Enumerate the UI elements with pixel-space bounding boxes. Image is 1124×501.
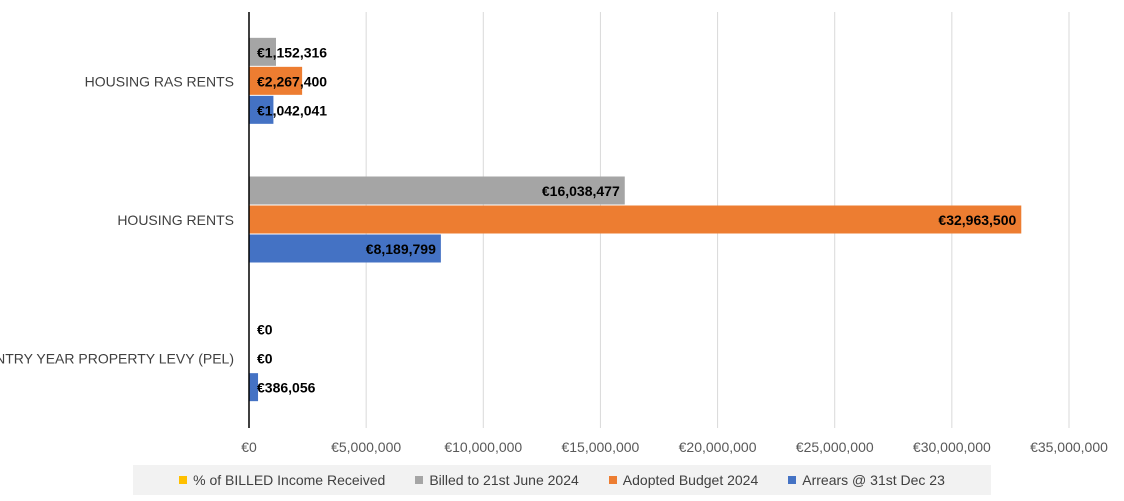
- legend-swatch-icon: [179, 476, 188, 484]
- data-label: €1,042,041: [257, 102, 327, 118]
- x-tick-label: €10,000,000: [444, 439, 522, 455]
- legend-label: Billed to 21st June 2024: [429, 472, 579, 488]
- x-tick-label: €35,000,000: [1030, 439, 1108, 455]
- bar: [249, 373, 259, 402]
- x-tick-label: €30,000,000: [913, 439, 991, 455]
- x-tick-label: €15,000,000: [561, 439, 639, 455]
- legend-swatch-icon: [415, 476, 424, 484]
- legend-item-pct-billed: % of BILLED Income Received: [179, 472, 385, 488]
- legend-item-budget: Adopted Budget 2024: [608, 472, 759, 488]
- legend-label: Arrears @ 31st Dec 23: [802, 472, 945, 488]
- bar: [249, 234, 441, 263]
- data-label: €8,189,799: [366, 241, 436, 257]
- legend-label: Adopted Budget 2024: [622, 472, 759, 488]
- legend-swatch-icon: [608, 476, 617, 484]
- category-label: ENTRY YEAR PROPERTY LEVY (PEL): [0, 351, 234, 367]
- data-label: €32,963,500: [938, 212, 1016, 228]
- bar: [249, 37, 276, 66]
- category-label: HOUSING RAS RENTS: [85, 73, 234, 89]
- data-label: €386,056: [257, 380, 316, 396]
- data-label: €16,038,477: [542, 183, 620, 199]
- data-label: €1,152,316: [257, 44, 327, 60]
- data-label: €0: [257, 351, 273, 367]
- bar: [249, 66, 303, 95]
- category-label: HOUSING RENTS: [117, 212, 234, 228]
- x-tick-label: €5,000,000: [331, 439, 401, 455]
- bar: [249, 205, 1022, 234]
- x-tick-label: €20,000,000: [679, 439, 757, 455]
- bar-chart: €0 €5,000,000 €10,000,000 €15,000,000 €20,00…: [0, 12, 1108, 455]
- legend-item-billed: Billed to 21st June 2024: [415, 472, 579, 488]
- data-label: €0: [257, 322, 273, 338]
- x-tick-label: €0: [241, 439, 257, 455]
- data-label: €2,267,400: [257, 73, 327, 89]
- legend-label: % of BILLED Income Received: [193, 472, 386, 488]
- bar: [249, 176, 625, 205]
- x-tick-label: €25,000,000: [796, 439, 874, 455]
- legend-swatch-icon: [788, 476, 797, 484]
- legend: % of BILLED Income Received Billed to 21…: [133, 465, 991, 495]
- bar: [249, 95, 274, 124]
- legend-item-arrears: Arrears @ 31st Dec 23: [788, 472, 945, 488]
